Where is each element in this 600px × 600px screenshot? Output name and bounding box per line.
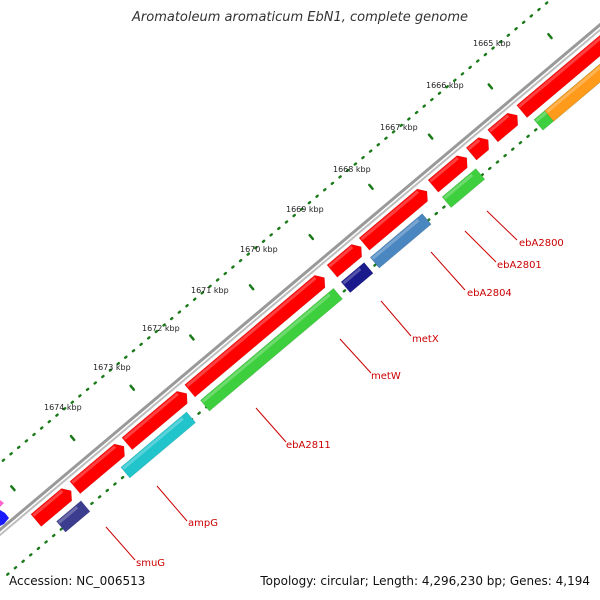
func-eba2800-band bbox=[544, 63, 600, 122]
leader-metw bbox=[339, 338, 372, 374]
func-metx-sheen bbox=[371, 218, 420, 260]
kbp-label-3: 1667 kbp bbox=[380, 123, 418, 132]
cds-eba2801-sheen bbox=[467, 138, 481, 151]
cds-eba2811 bbox=[184, 274, 326, 398]
cds-eba2800-sheen bbox=[518, 36, 600, 108]
kbp-label-6: 1670 kbp bbox=[240, 245, 278, 254]
kbp-tick-3 bbox=[129, 384, 136, 391]
kbp-ticks bbox=[10, 32, 553, 492]
kbp-label-1: 1665 kbp bbox=[473, 39, 511, 48]
cds-eba2804-sheen bbox=[429, 157, 459, 183]
func-smug bbox=[56, 500, 91, 533]
gene-label-smug: smuG bbox=[136, 558, 165, 569]
kbp-tick-5 bbox=[248, 284, 255, 291]
kbp-tick-1 bbox=[10, 485, 16, 492]
func-smug-sheen bbox=[57, 506, 79, 524]
cds-eba2800 bbox=[516, 34, 600, 119]
feature-tracks bbox=[30, 34, 600, 533]
func-eba2804 bbox=[441, 168, 486, 209]
cds-metw bbox=[326, 244, 363, 278]
dotted-guide-1 bbox=[0, 0, 553, 465]
leader-metx bbox=[380, 300, 412, 337]
leader-eba2804 bbox=[430, 251, 466, 291]
func-metw bbox=[340, 262, 374, 294]
genome-backbone bbox=[0, 22, 600, 537]
cds-block-2-sheen bbox=[489, 114, 510, 133]
cds-block-1-sheen bbox=[123, 392, 179, 440]
gene-label-eba2800: ebA2800 bbox=[519, 238, 564, 249]
backbone-line-1 bbox=[0, 22, 600, 532]
gene-labels: ebA2800 ebA2801 ebA2804 metX metW ebA2811 ampG… bbox=[136, 238, 564, 569]
kbp-label-2: 1666 kbp bbox=[426, 81, 464, 90]
leader-ampg bbox=[156, 485, 188, 522]
func-ampg-sheen bbox=[122, 417, 184, 470]
label-leaders bbox=[105, 210, 518, 561]
func-metw-sheen bbox=[342, 267, 362, 285]
cds-smug-sheen bbox=[32, 489, 64, 517]
func-eba2804-sheen bbox=[443, 173, 473, 200]
edge-feature-blue bbox=[0, 510, 9, 526]
func-ampg bbox=[120, 411, 197, 479]
leader-smug bbox=[105, 526, 136, 561]
kbp-tick-2 bbox=[69, 434, 76, 442]
kbp-tick-10 bbox=[547, 32, 553, 40]
kbp-label-10: 1674 kbp bbox=[44, 403, 82, 412]
func-eba2811 bbox=[199, 287, 343, 412]
cds-metw-sheen bbox=[328, 245, 354, 268]
kbp-label-4: 1668 kbp bbox=[333, 165, 371, 174]
cds-metx bbox=[358, 188, 428, 251]
kbp-labels: 1665 kbp 1666 kbp 1667 kbp 1668 kbp 1669 kbp… bbox=[44, 39, 511, 412]
func-metx bbox=[369, 213, 432, 269]
cds-eba2801 bbox=[465, 137, 490, 161]
gene-label-ampg: ampG bbox=[188, 518, 218, 529]
edge-feature-pink bbox=[0, 500, 4, 507]
gene-label-eba2801: ebA2801 bbox=[497, 260, 542, 271]
gene-label-eba2804: ebA2804 bbox=[467, 288, 512, 299]
accession-text: Accession: NC_006513 bbox=[9, 574, 146, 588]
func-eba2800-band-sheen bbox=[546, 65, 600, 113]
kbp-tick-7 bbox=[368, 183, 374, 191]
kbp-tick-6 bbox=[308, 233, 315, 241]
gene-label-metx: metX bbox=[412, 334, 439, 345]
map-title: Aromatoleum aromaticum EbN1, complete ge… bbox=[132, 10, 468, 25]
backbone-line-2 bbox=[0, 28, 600, 537]
kbp-tick-8 bbox=[427, 133, 434, 140]
kbp-tick-4 bbox=[189, 334, 195, 341]
kbp-label-7: 1671 kbp bbox=[191, 286, 229, 295]
kbp-label-8: 1672 kbp bbox=[142, 324, 180, 333]
cds-metx-sheen bbox=[360, 190, 420, 241]
gene-label-eba2811: ebA2811 bbox=[286, 440, 331, 451]
kbp-label-5: 1669 kbp bbox=[286, 205, 324, 214]
leader-eba2800 bbox=[486, 210, 518, 241]
genome-summary-text: Topology: circular; Length: 4,296,230 bp… bbox=[260, 574, 590, 588]
kbp-tick-9 bbox=[487, 83, 494, 90]
gene-label-metw: metW bbox=[371, 371, 401, 382]
cds-ampg bbox=[69, 443, 125, 495]
func-eba2811-sheen bbox=[201, 293, 331, 403]
leader-eba2811 bbox=[255, 407, 287, 443]
leader-eba2801 bbox=[464, 230, 497, 263]
cds-block-2 bbox=[487, 112, 519, 143]
kbp-label-9: 1673 kbp bbox=[93, 363, 131, 372]
cds-eba2811-sheen bbox=[186, 276, 317, 388]
cds-smug bbox=[30, 488, 73, 527]
cds-eba2804 bbox=[427, 155, 468, 193]
cds-ampg-sheen bbox=[71, 445, 117, 484]
cds-block-1 bbox=[121, 390, 188, 451]
